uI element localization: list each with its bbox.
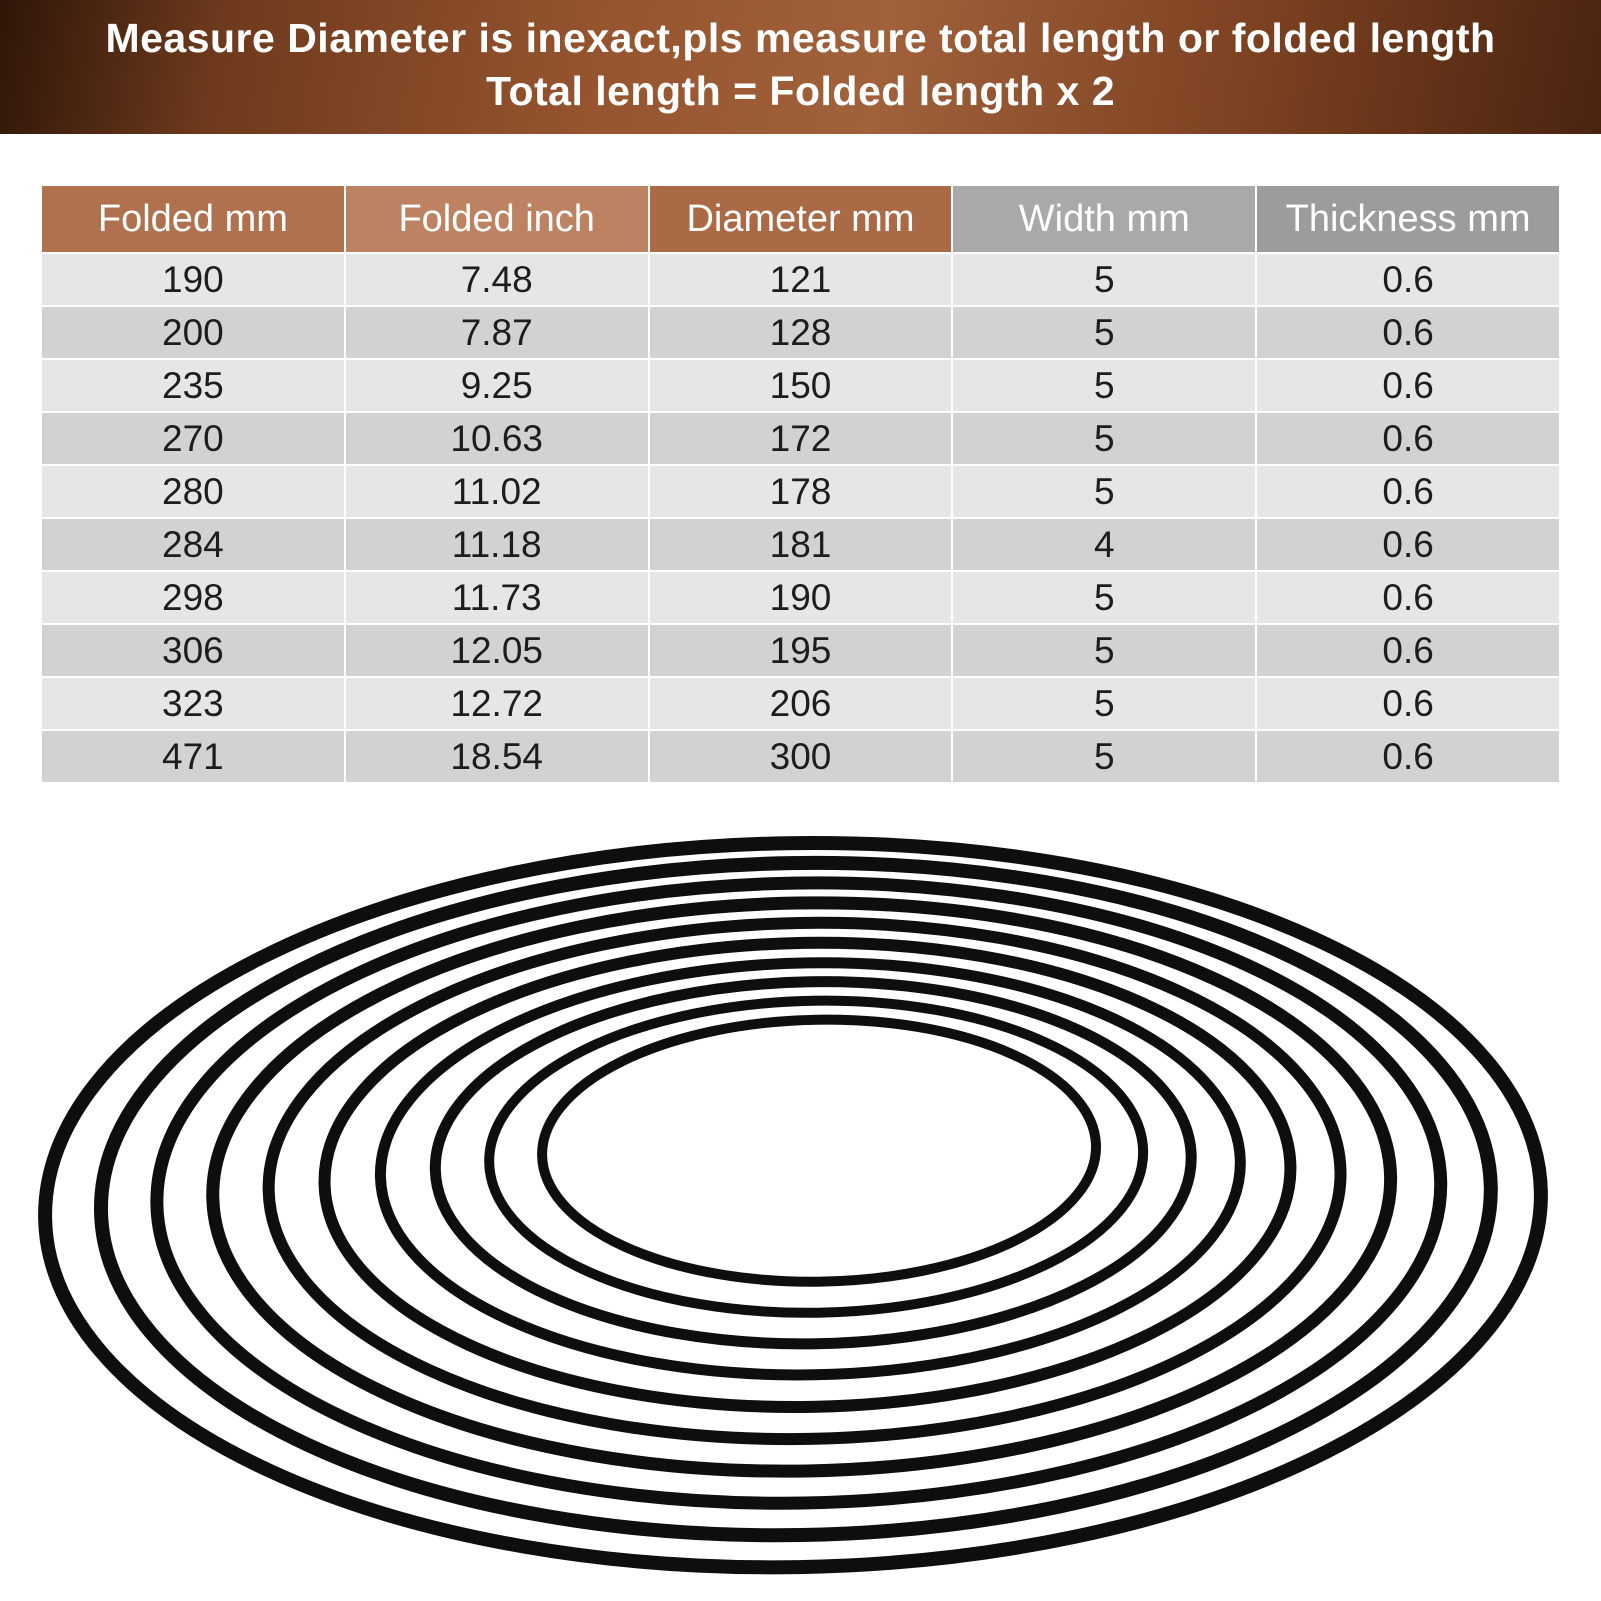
cell-width-mm: 5 <box>951 305 1258 360</box>
cell-diameter-mm: 190 <box>647 570 954 625</box>
cell-folded-mm: 280 <box>40 464 346 519</box>
notice-banner: Measure Diameter is inexact,pls measure … <box>0 0 1601 134</box>
cell-width-mm: 5 <box>951 570 1258 625</box>
cell-thickness-mm: 0.6 <box>1255 676 1561 731</box>
cell-diameter-mm: 172 <box>647 411 954 466</box>
cell-folded-inch: 18.54 <box>343 729 650 784</box>
cell-diameter-mm: 121 <box>647 252 954 307</box>
cell-width-mm: 5 <box>951 252 1258 307</box>
cell-thickness-mm: 0.6 <box>1255 305 1561 360</box>
banner-line-2: Total length = Folded length x 2 <box>485 68 1116 114</box>
table-row: 306 12.05 195 5 0.6 <box>40 623 1561 678</box>
cell-thickness-mm: 0.6 <box>1255 252 1561 307</box>
cell-folded-mm: 323 <box>40 676 346 731</box>
cell-folded-inch: 10.63 <box>343 411 650 466</box>
cell-folded-inch: 12.72 <box>343 676 650 731</box>
cell-thickness-mm: 0.6 <box>1255 464 1561 519</box>
cell-folded-mm: 235 <box>40 358 346 413</box>
column-header-width-mm: Width mm <box>951 184 1258 254</box>
cell-thickness-mm: 0.6 <box>1255 358 1561 413</box>
cell-width-mm: 5 <box>951 623 1258 678</box>
cell-width-mm: 5 <box>951 411 1258 466</box>
cell-thickness-mm: 0.6 <box>1255 729 1561 784</box>
table-row: 200 7.87 128 5 0.6 <box>40 305 1561 360</box>
cell-width-mm: 5 <box>951 358 1258 413</box>
cell-folded-mm: 270 <box>40 411 346 466</box>
nested-belts-image <box>24 817 1577 1594</box>
cell-diameter-mm: 128 <box>647 305 954 360</box>
table-row: 235 9.25 150 5 0.6 <box>40 358 1561 413</box>
table-row: 284 11.18 181 4 0.6 <box>40 517 1561 572</box>
table-row: 471 18.54 300 5 0.6 <box>40 729 1561 784</box>
cell-folded-inch: 7.48 <box>343 252 650 307</box>
cell-width-mm: 5 <box>951 676 1258 731</box>
belt-rings-drawing <box>37 835 1548 1575</box>
cell-diameter-mm: 195 <box>647 623 954 678</box>
table-row: 270 10.63 172 5 0.6 <box>40 411 1561 466</box>
cell-diameter-mm: 178 <box>647 464 954 519</box>
cell-folded-inch: 11.02 <box>343 464 650 519</box>
cell-folded-mm: 284 <box>40 517 346 572</box>
column-header-thickness-mm: Thickness mm <box>1255 184 1561 254</box>
cell-diameter-mm: 300 <box>647 729 954 784</box>
cell-folded-inch: 11.18 <box>343 517 650 572</box>
table-header-row: Folded mm Folded inch Diameter mm Width … <box>40 184 1561 254</box>
cell-thickness-mm: 0.6 <box>1255 411 1561 466</box>
cell-diameter-mm: 181 <box>647 517 954 572</box>
table-row: 323 12.72 206 5 0.6 <box>40 676 1561 731</box>
column-header-diameter-mm: Diameter mm <box>647 184 954 254</box>
cell-folded-mm: 200 <box>40 305 346 360</box>
cell-diameter-mm: 150 <box>647 358 954 413</box>
cell-folded-mm: 306 <box>40 623 346 678</box>
belt-size-table: Folded mm Folded inch Diameter mm Width … <box>40 184 1561 784</box>
cell-thickness-mm: 0.6 <box>1255 517 1561 572</box>
cell-folded-inch: 11.73 <box>343 570 650 625</box>
banner-line-1: Measure Diameter is inexact,pls measure … <box>105 15 1496 61</box>
cell-folded-mm: 298 <box>40 570 346 625</box>
cell-folded-inch: 9.25 <box>343 358 650 413</box>
cell-folded-inch: 12.05 <box>343 623 650 678</box>
cell-diameter-mm: 206 <box>647 676 954 731</box>
table-row: 298 11.73 190 5 0.6 <box>40 570 1561 625</box>
cell-folded-inch: 7.87 <box>343 305 650 360</box>
cell-thickness-mm: 0.6 <box>1255 570 1561 625</box>
cell-thickness-mm: 0.6 <box>1255 623 1561 678</box>
cell-width-mm: 5 <box>951 729 1258 784</box>
cell-width-mm: 4 <box>951 517 1258 572</box>
table-row: 190 7.48 121 5 0.6 <box>40 252 1561 307</box>
cell-folded-mm: 190 <box>40 252 346 307</box>
cell-width-mm: 5 <box>951 464 1258 519</box>
table-row: 280 11.02 178 5 0.6 <box>40 464 1561 519</box>
cell-folded-mm: 471 <box>40 729 346 784</box>
column-header-folded-inch: Folded inch <box>343 184 650 254</box>
column-header-folded-mm: Folded mm <box>40 184 346 254</box>
